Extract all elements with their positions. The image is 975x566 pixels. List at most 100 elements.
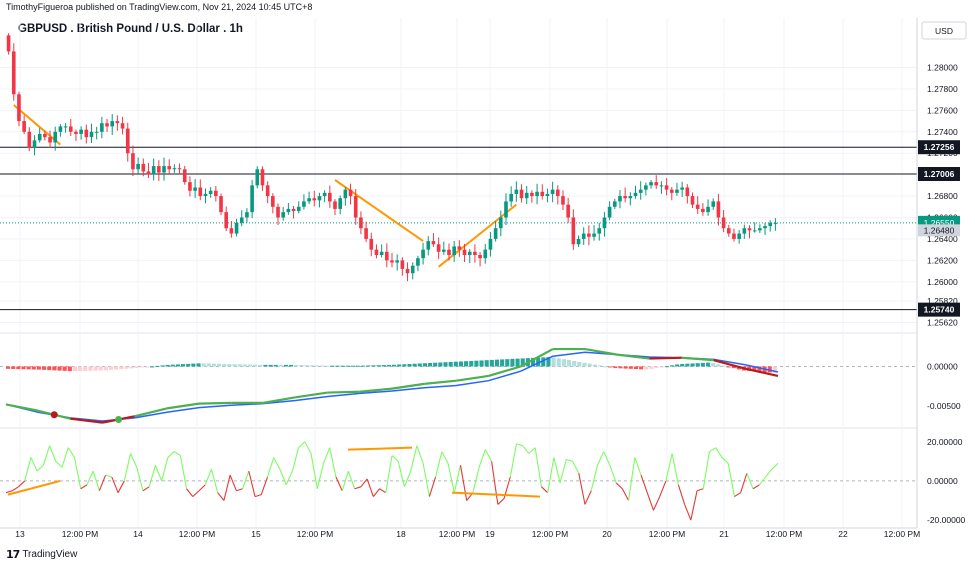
macd-histogram-bar [500,359,505,367]
macd-histogram-bar [206,363,211,367]
macd-histogram-bar [52,366,57,371]
osc-line-segment [55,460,63,468]
osc-line-segment [447,463,455,493]
osc-line-segment [360,478,368,488]
macd-histogram-bar [597,365,602,367]
candle-body [721,217,726,229]
price-tick-label: 1.25820 [927,296,958,306]
macd-histogram-bar [530,357,536,367]
macd-histogram-bar [469,360,474,367]
candle-body [550,189,555,194]
osc-line-segment [652,496,661,511]
candle-body [680,187,684,190]
osc-line-segment [740,472,748,493]
time-tick-label: 15 [251,529,261,539]
macd-histogram-bar [108,366,114,370]
candle-body [545,193,550,197]
osc-line-segment [347,470,356,489]
macd-histogram-bar [114,366,119,370]
macd-histogram-bar [16,366,21,370]
candle-body [607,206,612,218]
macd-histogram-bar [309,365,314,367]
candle-body [587,233,591,237]
trendline [13,104,62,146]
macd-histogram-bar [438,362,443,367]
candle-body [22,121,26,132]
macd-line-segment [745,367,779,378]
candle-body [602,217,607,229]
candle-body [343,189,348,199]
macd-histogram-bar [103,366,108,371]
osc-line-segment [646,492,655,511]
candle-body [369,238,374,250]
candle-body [763,226,767,229]
price-tick-label: 1.27600 [927,105,958,115]
macd-histogram-bar [577,361,582,367]
candle-body [219,196,223,213]
candle-body [400,260,405,269]
candle-body [379,251,384,255]
osc-line-segment [690,490,698,521]
candle-body [100,123,104,132]
candle-body [504,201,508,218]
osc-line-segment [478,449,486,468]
macd-line-segment [488,365,521,378]
osc-line-segment [316,463,325,489]
candle-body [27,131,32,148]
candle-body [467,251,472,255]
osc-line-segment [459,465,468,501]
candle-body [664,185,669,190]
time-tick-label: 12:00 PM [884,529,920,539]
macd-histogram-bar [489,359,494,367]
osc-line-segment [559,459,567,484]
macd-histogram-bar [36,366,41,370]
macd-line-segment [327,390,360,394]
divergence-line [347,446,413,451]
candle-body [239,217,244,223]
macd-histogram-bar [88,366,93,371]
macd-histogram-bar [690,363,695,367]
currency-badge[interactable] [921,21,967,40]
price-tick-label: 1.26400 [927,234,958,244]
osc-line-segment [752,484,760,490]
osc-line-segment [123,453,132,482]
macd-histogram-bar [247,364,253,367]
candle-body [654,182,659,186]
candle-body [618,196,622,202]
osc-tick-label: -20.00000 [927,515,966,525]
time-tick-label: 18 [396,529,406,539]
macd-line-segment [263,396,296,404]
candle-body [224,212,229,229]
macd-histogram-bar [551,357,556,367]
osc-line-segment [5,490,13,494]
macd-histogram-bar [283,364,289,367]
candle-body [296,206,301,212]
osc-line-segment [379,488,387,494]
candle-body [405,268,410,274]
macd-histogram-bar [659,366,664,368]
candle-body [110,121,115,127]
candle-body [638,189,643,193]
macd-histogram-bar [639,366,644,370]
osc-line-segment [702,451,711,489]
time-tick-label: 12:00 PM [532,529,568,539]
currency-label: USD [935,26,953,36]
macd-histogram-bar [587,363,592,367]
osc-line-segment [285,470,293,486]
osc-line-segment [621,488,630,501]
macd-histogram-bar [57,366,62,371]
macd-histogram-bar [319,365,325,367]
candle-body [291,208,296,212]
candle-body [695,204,700,209]
candle-body [431,241,436,245]
macd-tick-label: -0.00500 [927,401,961,411]
osc-line-segment [491,461,499,505]
macd-histogram-bar [263,364,268,367]
macd-histogram-bar [669,365,675,367]
macd-histogram-bar [479,360,484,367]
time-tick-label: 14 [133,529,143,539]
price-tick-label: 1.26200 [927,255,958,265]
candle-body [136,163,140,170]
macd-histogram-bar [350,365,355,367]
